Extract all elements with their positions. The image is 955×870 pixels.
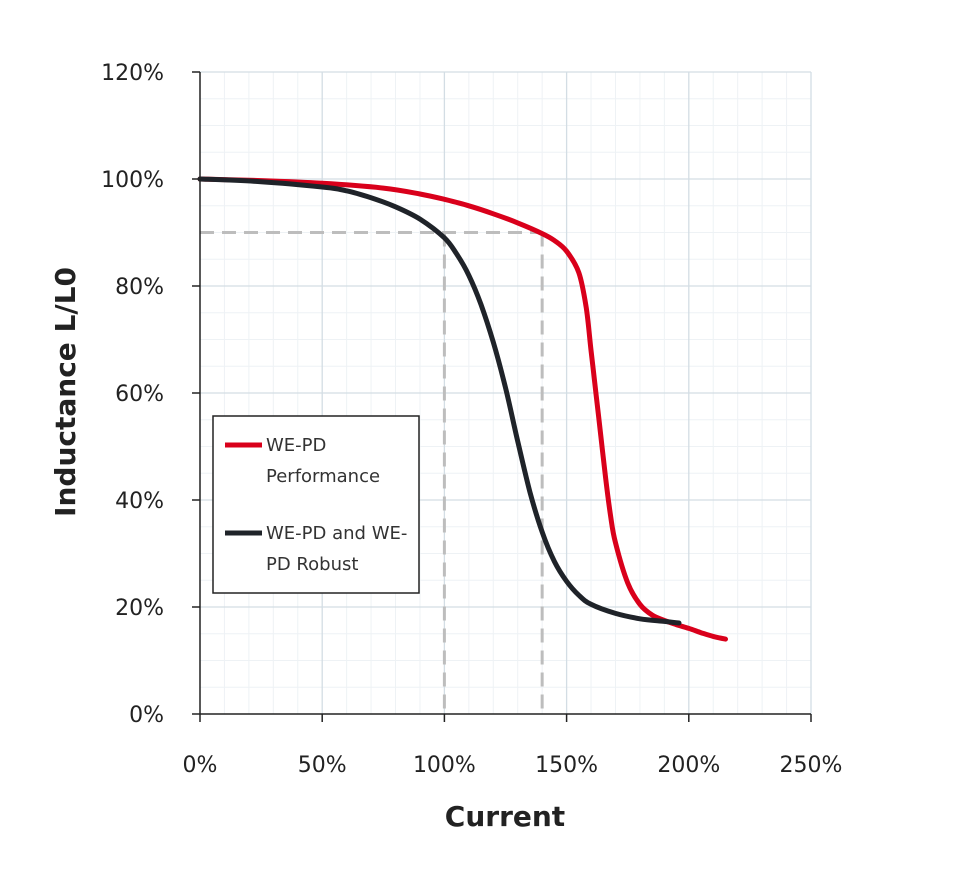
reference-lines <box>200 231 544 714</box>
x-tick-label: 200% <box>657 753 720 778</box>
major-grid <box>200 71 812 714</box>
legend-label-robust-line1: WE-PD and WE- <box>266 523 407 544</box>
series-lines <box>197 176 728 642</box>
x-tick-label: 150% <box>535 753 598 778</box>
y-tick-label: 40% <box>115 489 164 514</box>
x-tick-labels: 0% 50% 100% 150% 200% 250% <box>183 714 843 778</box>
legend-label-robust-line2: PD Robust <box>266 554 358 575</box>
y-tick-label: 20% <box>115 596 164 621</box>
y-tick-label: 100% <box>101 168 164 193</box>
y-tick-labels: 0% 20% 40% 60% 80% 100% 120% <box>101 61 200 728</box>
y-tick-label: 120% <box>101 61 164 86</box>
x-tick-label: 100% <box>413 753 476 778</box>
x-tick-label: 50% <box>298 753 347 778</box>
x-tick-label: 250% <box>780 753 843 778</box>
y-axis-title: Inductance L/L0 <box>49 267 82 517</box>
x-axis-title: Current <box>445 800 565 833</box>
legend: WE-PD Performance WE-PD and WE- PD Robus… <box>212 415 420 594</box>
y-tick-label: 80% <box>115 275 164 300</box>
legend-label-performance-line1: WE-PD <box>266 435 326 456</box>
x-tick-label: 0% <box>183 753 218 778</box>
y-tick-label: 60% <box>115 382 164 407</box>
y-tick-label: 0% <box>129 703 164 728</box>
legend-label-performance-line2: Performance <box>266 466 380 487</box>
series-line-1 <box>197 176 682 626</box>
